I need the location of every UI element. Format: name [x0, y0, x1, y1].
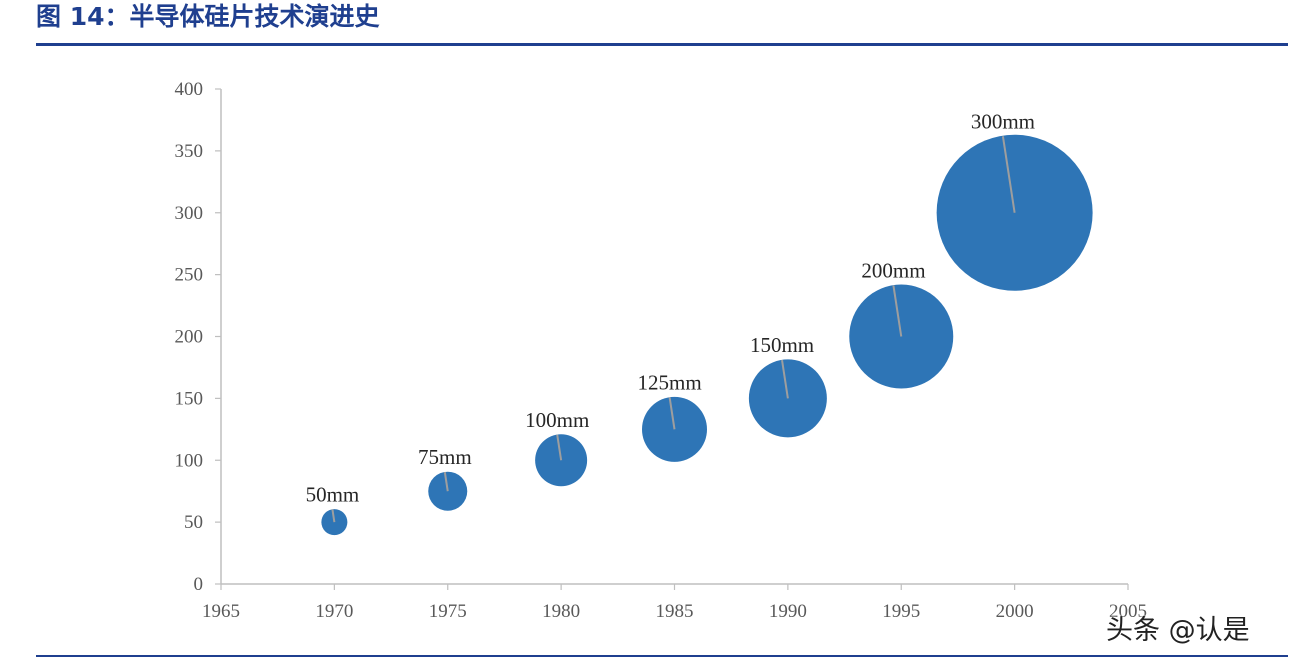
leader-line — [331, 509, 336, 523]
bubble-label: 200mm — [861, 259, 925, 283]
y-tick-label: 200 — [175, 327, 204, 348]
bubble-label: 100mm — [525, 408, 589, 432]
y-tick-label: 250 — [175, 265, 204, 286]
y-tick-label: 100 — [175, 450, 204, 471]
x-tick-label: 1980 — [542, 601, 580, 622]
x-tick-label: 1985 — [656, 601, 694, 622]
x-tick-label: 1990 — [769, 601, 807, 622]
footer-rule — [36, 655, 1288, 657]
leader-line — [668, 397, 676, 430]
leader-line — [556, 434, 563, 461]
y-tick-label: 0 — [194, 574, 204, 595]
y-tick-label: 300 — [175, 203, 204, 224]
bubble-labels: 50mm 75mm 100mm 125mm 150mm 200mm 300mm — [306, 109, 1035, 523]
bubble-label: 150mm — [750, 333, 814, 357]
x-tick-label: 1970 — [315, 601, 353, 622]
x-tick-label: 1995 — [882, 601, 920, 622]
x-tick-label: 2005 — [1109, 601, 1147, 622]
y-tick-label: 400 — [175, 79, 204, 100]
figure-title: 图 14：半导体硅片技术演进史 — [36, 2, 380, 31]
y-tick-label: 350 — [175, 141, 204, 162]
bubble-label: 125mm — [638, 370, 702, 394]
bubble-label: 75mm — [418, 445, 472, 469]
leader-line — [781, 360, 789, 399]
x-tick-label: 1975 — [429, 601, 467, 622]
bubble-label: 300mm — [971, 109, 1035, 133]
bubble-label: 50mm — [306, 482, 360, 506]
y-axis-ticks: 0 50 100 150 200 250 300 350 400 — [175, 79, 221, 595]
title-rule — [36, 43, 1288, 46]
x-tick-label: 2000 — [996, 601, 1034, 622]
leader-line — [1001, 136, 1016, 213]
watermark: 头条 @认是 — [1106, 615, 1250, 646]
x-tick-label: 1965 — [202, 601, 240, 622]
x-axis-ticks: 1965 1970 1975 1980 1985 1990 1995 2000 2005 — [202, 584, 1147, 622]
leader-line — [892, 285, 903, 337]
bubble-series — [321, 134, 1093, 536]
y-tick-label: 50 — [184, 512, 203, 533]
y-tick-label: 150 — [175, 388, 204, 409]
leader-line — [443, 471, 449, 492]
